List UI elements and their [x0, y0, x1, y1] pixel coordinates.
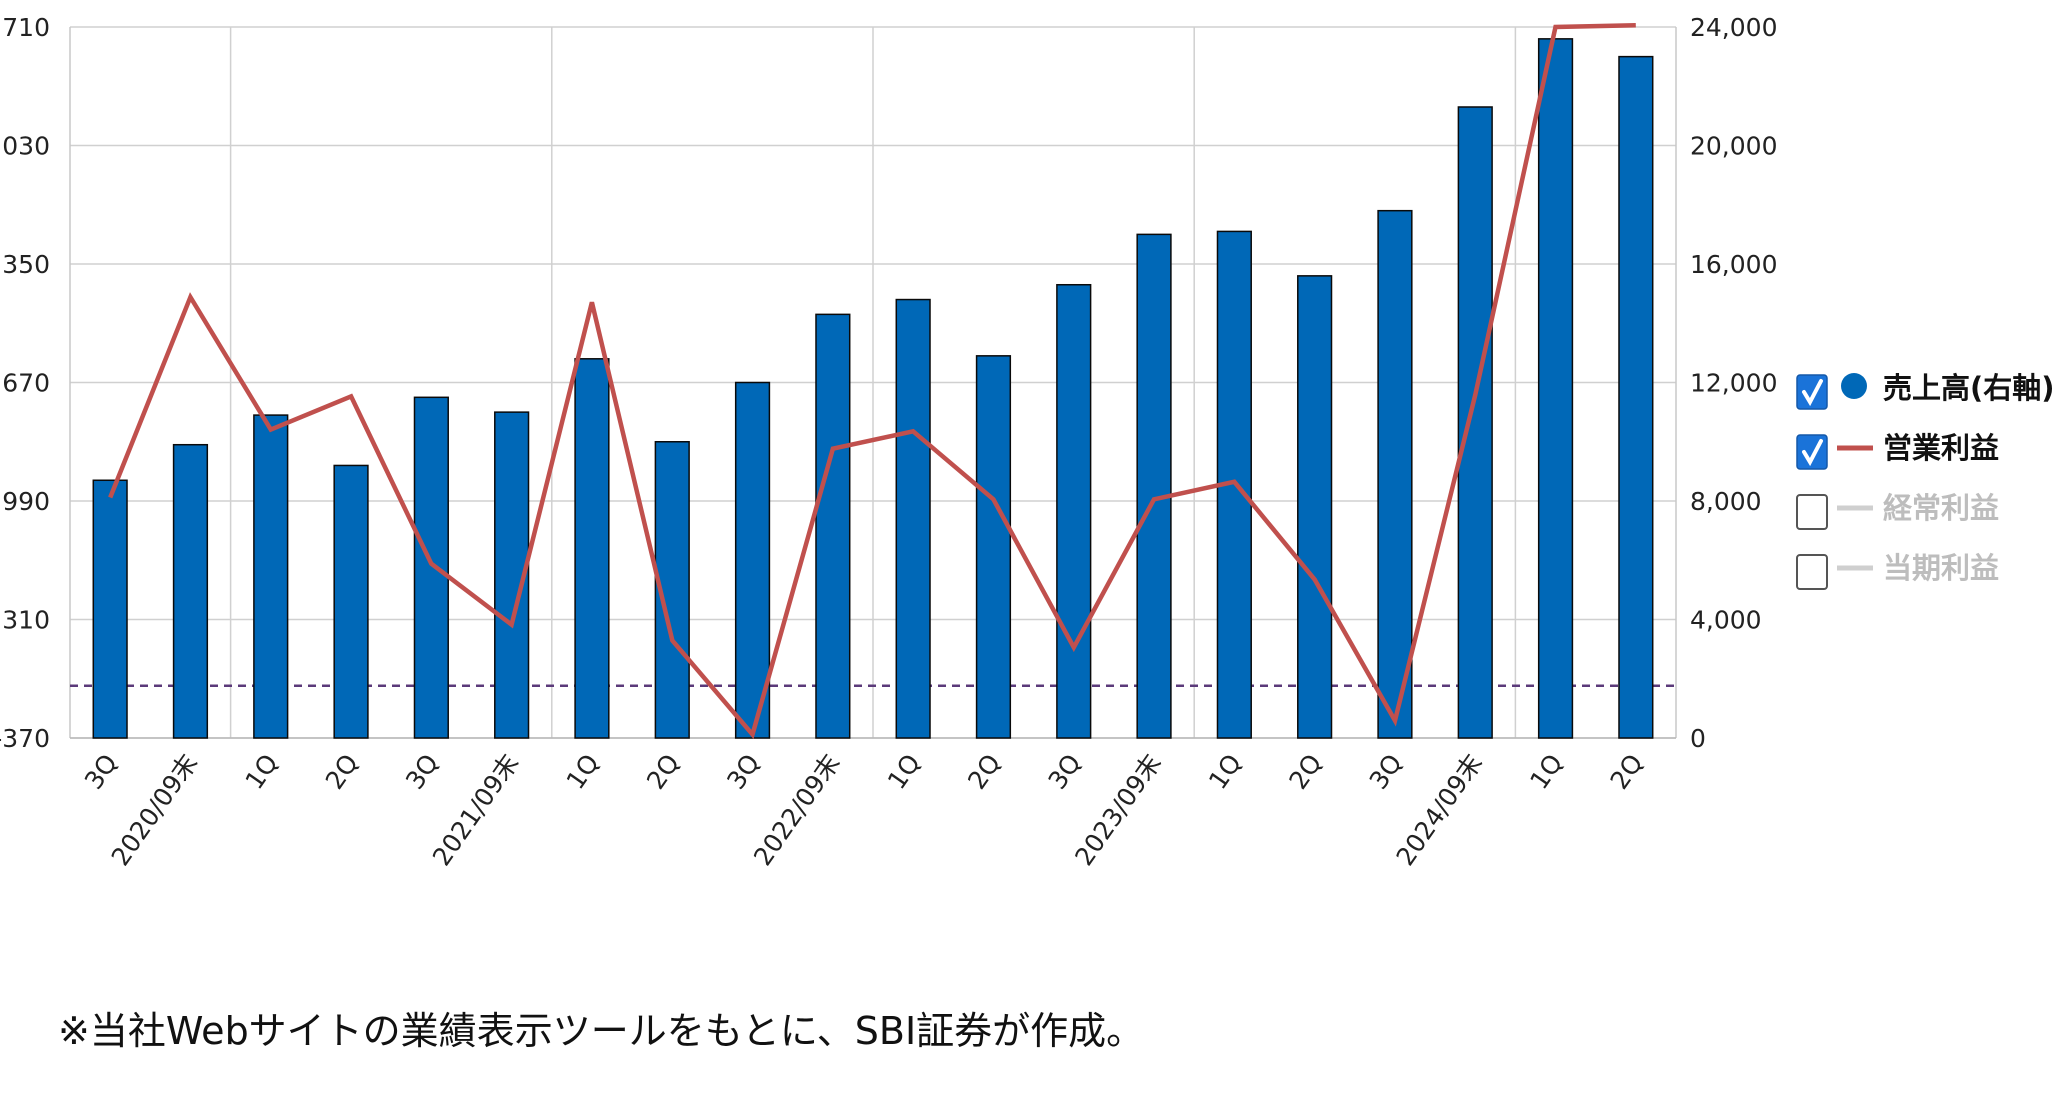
legend-checkbox[interactable]	[1796, 554, 1828, 590]
right-axis-tick-label: 8,000	[1690, 487, 1762, 516]
x-tick-label: 2Q	[641, 749, 685, 795]
check-icon	[1802, 439, 1823, 467]
left-axis-tick-label: 2,350	[0, 250, 50, 279]
bar-sales	[895, 298, 931, 739]
x-tick-label: 3Q	[400, 749, 444, 795]
x-tick-label: 2Q	[320, 749, 364, 795]
bar-sales	[1377, 209, 1413, 739]
check-icon	[1802, 379, 1823, 407]
x-tick-label: 3Q	[721, 749, 765, 795]
right-axis-tick-label: 24,000	[1690, 13, 1777, 42]
bar-sales	[1136, 233, 1172, 739]
left-axis-tick-label: 3,710	[0, 13, 50, 42]
left-axis-tick-label: 1,670	[0, 369, 50, 398]
x-tick-label: 2Q	[962, 749, 1006, 795]
legend-checkbox[interactable]	[1796, 494, 1828, 530]
bar-sales	[1618, 55, 1654, 739]
right-axis-tick-label: 16,000	[1690, 250, 1777, 279]
legend-label[interactable]: 当期利益	[1883, 551, 1999, 585]
right-axis-tick-label: 0	[1690, 724, 1706, 753]
x-tick-label: 3Q	[1364, 749, 1408, 795]
bar-sales	[92, 479, 128, 739]
right-axis-tick-label: 4,000	[1690, 606, 1762, 635]
x-tick-label: 2Q	[1605, 749, 1649, 795]
bar-sales	[1297, 275, 1333, 739]
x-tick-label: 1Q	[882, 749, 926, 795]
x-tick-label: 1Q	[1203, 749, 1247, 795]
left-axis-tick-label: 310	[2, 606, 50, 635]
bar-sales	[333, 464, 369, 739]
bar-sales	[1457, 106, 1493, 739]
legend-label[interactable]: 売上高(右軸)	[1883, 371, 2055, 405]
left-axis-tick-label: 990	[2, 487, 50, 516]
left-axis-tick-label: 3,030	[0, 132, 50, 161]
bar-sales	[975, 355, 1012, 739]
x-tick-label: 1Q	[1524, 749, 1568, 795]
bar-sales	[1056, 283, 1092, 739]
bar-sales	[815, 313, 851, 739]
x-tick-label: 3Q	[79, 749, 123, 795]
legend-label[interactable]: 営業利益	[1883, 431, 1999, 465]
legend-label[interactable]: 経常利益	[1883, 491, 1999, 525]
legend-marker-circle	[1841, 373, 1867, 399]
bar-sales	[1537, 38, 1574, 739]
bar-sales	[172, 443, 209, 739]
bar-sales	[413, 396, 449, 739]
right-axis-tick-label: 20,000	[1690, 132, 1777, 161]
x-tick-label: 1Q	[239, 749, 283, 795]
x-tick-label: 2Q	[1283, 749, 1327, 795]
footnote: ※当社Webサイトの業績表示ツールをもとに、SBI証券が作成。	[58, 1009, 1145, 1053]
right-axis-tick-label: 12,000	[1690, 369, 1777, 398]
bar-sales	[734, 381, 771, 739]
x-tick-label: 3Q	[1042, 749, 1086, 795]
left-axis-tick-label: -370	[0, 724, 50, 753]
bar-sales	[574, 358, 610, 739]
line-operating-profit	[108, 23, 1636, 740]
x-tick-label: 1Q	[561, 749, 605, 795]
bar-sales	[253, 414, 289, 739]
